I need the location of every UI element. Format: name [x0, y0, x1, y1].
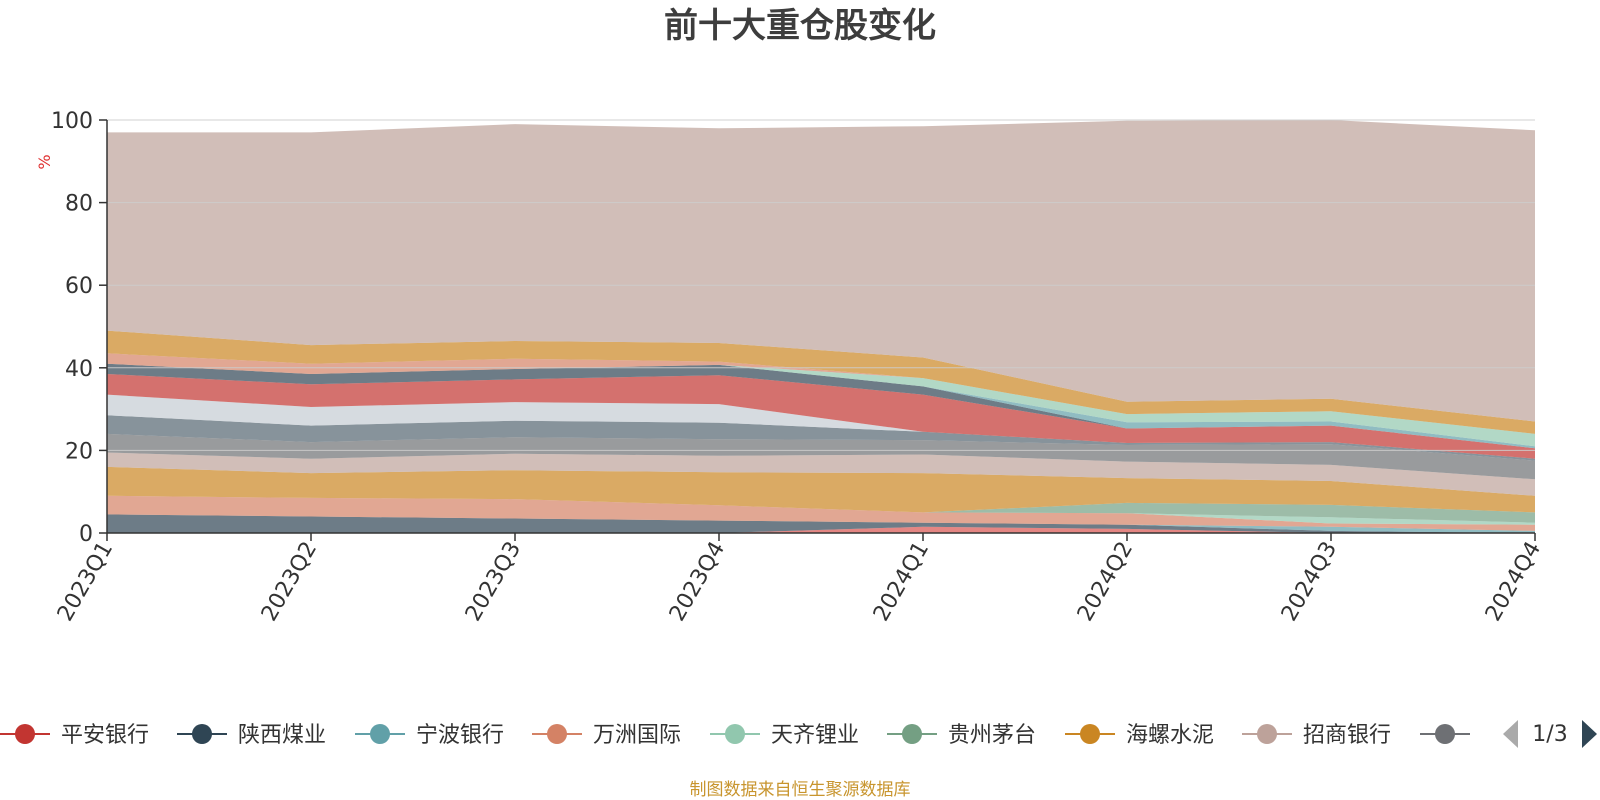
legend-item[interactable]: 天齐锂业: [710, 723, 859, 748]
area-series-17: [107, 120, 1535, 422]
legend-marker-icon: [547, 724, 567, 744]
legend-label: 天齐锂业: [771, 723, 859, 748]
area-series-16: [107, 330, 1535, 434]
legend-marker-icon: [725, 724, 745, 744]
legend-item[interactable]: [1420, 724, 1470, 744]
legend-label: 海螺水泥: [1126, 723, 1214, 748]
area-series-13: [107, 363, 1535, 449]
x-tick-label: 2024Q4: [1481, 538, 1546, 626]
y-tick-label: 100: [51, 109, 93, 134]
area-series-7: [107, 452, 1535, 496]
x-tick-label: 2023Q3: [461, 538, 526, 626]
x-tick-label: 2023Q4: [665, 538, 730, 626]
x-tick-label: 2024Q2: [1073, 538, 1138, 626]
x-tick-labels: 2023Q1 2023Q2 2023Q3 2023Q4 2024Q1 2024Q2 2024…: [53, 533, 1546, 626]
x-tick-label: 2024Q3: [1277, 538, 1342, 626]
chart-title: 前十大重仓股变化: [664, 6, 936, 46]
x-tick-label: 2023Q1: [53, 538, 118, 626]
legend-item[interactable]: 贵州茅台: [887, 723, 1036, 748]
y-tick-label: 20: [65, 439, 93, 464]
area-series-5: [107, 495, 1535, 523]
source-note: 制图数据来自恒生聚源数据库: [690, 780, 911, 800]
legend-next-icon[interactable]: [1582, 720, 1597, 748]
area-series-15: [107, 353, 1535, 434]
legend-item[interactable]: 万洲国际: [532, 723, 681, 748]
y-tick-label: 40: [65, 357, 93, 382]
area-series-1: [107, 514, 1535, 533]
area-series-3: [107, 495, 1535, 531]
legend-marker-icon: [902, 724, 922, 744]
legend-item[interactable]: 海螺水泥: [1065, 723, 1214, 748]
legend-label: 万洲国际: [593, 723, 681, 748]
legend-label: 贵州茅台: [948, 723, 1036, 748]
legend-page-indicator: 1/3: [1532, 722, 1567, 747]
legend-label: 平安银行: [61, 723, 149, 748]
legend-item[interactable]: 宁波银行: [355, 723, 504, 748]
area-series-8: [107, 433, 1535, 480]
area-series-12: [107, 363, 1535, 449]
legend-marker-icon: [15, 724, 35, 744]
legend-label: 陕西煤业: [238, 723, 326, 748]
axes: [106, 120, 1535, 534]
area-series-9: [107, 415, 1535, 461]
y-tick-label: 80: [65, 192, 93, 217]
area-series-group: [107, 120, 1535, 533]
y-tick-label: 60: [65, 274, 93, 299]
legend-marker-icon: [370, 724, 390, 744]
y-tick-labels: 0 20 40 60 80 100: [51, 109, 107, 547]
legend-marker-icon: [1257, 724, 1277, 744]
legend-item[interactable]: 陕西煤业: [177, 723, 326, 748]
legend-pager: 1/3: [1503, 720, 1597, 748]
area-series-2: [107, 514, 1535, 533]
grid-lines: [107, 119, 1535, 451]
legend-marker-icon: [1080, 724, 1100, 744]
legend-item[interactable]: 平安银行: [0, 723, 149, 748]
legend-marker-icon: [192, 724, 212, 744]
legend-item[interactable]: 招商银行: [1242, 723, 1391, 748]
area-series-10: [107, 394, 1535, 459]
area-series-11: [107, 374, 1535, 459]
legend-marker-icon: [1435, 724, 1455, 744]
area-series-4: [107, 495, 1535, 525]
legend-label: 招商银行: [1303, 723, 1391, 748]
area-series-0: [107, 526, 1535, 533]
x-tick-label: 2024Q1: [869, 538, 934, 626]
x-tick-label: 2023Q2: [257, 538, 322, 626]
legend-prev-icon[interactable]: [1503, 720, 1518, 748]
legend: 平安银行 陕西煤业 宁波银行 万洲国际 天齐锂业 贵州茅台 海螺水泥 招商银行: [0, 723, 1470, 748]
area-series-6: [107, 466, 1535, 513]
y-tick-label: 0: [79, 522, 93, 547]
y-axis-unit: %: [35, 154, 54, 169]
legend-label: 宁波银行: [416, 723, 504, 748]
